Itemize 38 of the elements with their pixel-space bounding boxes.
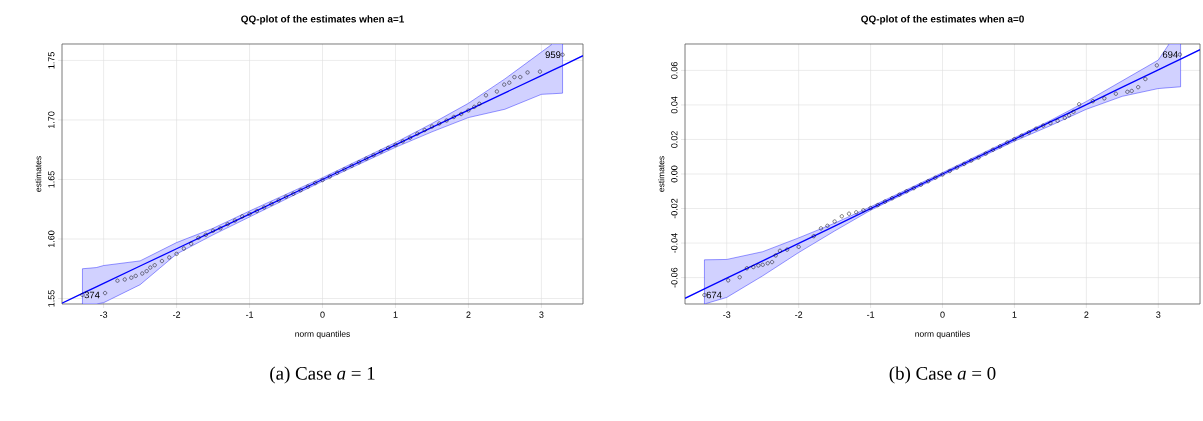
x-tick-label: 3 xyxy=(1156,311,1161,318)
y-tick-label: 1.55 xyxy=(48,290,55,307)
chart-title: QQ-plot of the estimates when a=1 xyxy=(241,15,405,25)
y-axis-title: estimates xyxy=(35,156,42,192)
y-tick-label: -0.06 xyxy=(671,267,678,288)
x-axis-title: norm quantiles xyxy=(295,330,350,339)
y-tick-label: 0.04 xyxy=(671,96,678,114)
x-tick-label: 3 xyxy=(539,311,544,318)
chart-title: QQ-plot of the estimates when a=0 xyxy=(861,15,1024,25)
x-tick-label: 2 xyxy=(466,311,471,318)
y-tick-label: 0.02 xyxy=(671,131,678,148)
x-tick-label: -2 xyxy=(795,311,803,318)
x-tick-label: 0 xyxy=(320,311,325,318)
x-tick-label: 2 xyxy=(1084,311,1089,318)
x-axis-title: norm quantiles xyxy=(915,330,970,339)
annotation: 959 xyxy=(545,51,561,59)
x-tick-label: -1 xyxy=(245,311,254,318)
y-tick-label: 0.06 xyxy=(671,62,678,79)
y-tick-label: 1.60 xyxy=(48,230,55,248)
y-tick-label: 1.65 xyxy=(48,171,55,188)
x-tick-label: -2 xyxy=(172,311,181,318)
x-tick-label: -3 xyxy=(723,311,731,318)
annotation: 694 xyxy=(1162,51,1178,58)
y-tick-label: 0.00 xyxy=(671,165,678,183)
text: (b) Case a = 0 xyxy=(889,366,996,384)
annotation: 674 xyxy=(706,291,722,299)
text: (a) Case a = 1 xyxy=(270,366,375,384)
x-tick-label: 1 xyxy=(393,311,398,318)
x-tick-label: -1 xyxy=(867,311,875,318)
x-tick-label: -3 xyxy=(100,311,108,318)
y-axis-title: estimates xyxy=(658,156,665,192)
annotation: 374 xyxy=(84,291,100,299)
y-tick-label: -0.02 xyxy=(671,198,678,219)
x-tick-label: 0 xyxy=(940,311,945,318)
y-tick-label: 1.70 xyxy=(48,111,55,128)
y-tick-label: -0.04 xyxy=(671,233,678,253)
y-tick-label: 1.75 xyxy=(48,52,55,69)
x-tick-label: 1 xyxy=(1012,311,1017,318)
